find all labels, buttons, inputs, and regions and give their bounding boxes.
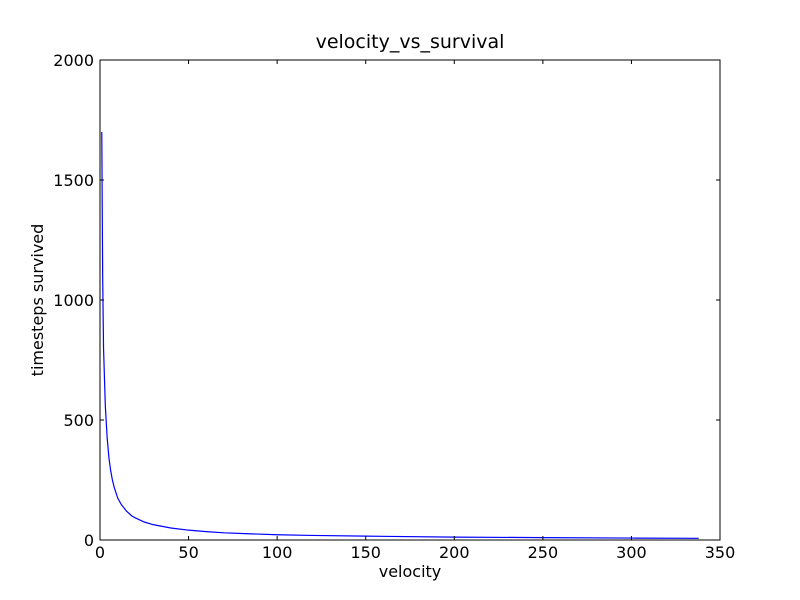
x-tick-label: 150 bbox=[350, 543, 381, 562]
y-tick-label: 0 bbox=[84, 531, 94, 550]
x-axis-label: velocity bbox=[379, 562, 442, 581]
x-tick-label: 0 bbox=[95, 543, 105, 562]
series-layer bbox=[101, 131, 699, 539]
chart-title: velocity_vs_survival bbox=[316, 31, 505, 53]
x-tick-label: 50 bbox=[178, 543, 198, 562]
y-axis-label: timesteps survived bbox=[28, 224, 47, 377]
y-tick-label: 500 bbox=[63, 411, 94, 430]
y-tick-label: 2000 bbox=[53, 51, 94, 70]
x-tick-label: 250 bbox=[528, 543, 559, 562]
series-line bbox=[101, 131, 699, 539]
x-tick-label: 200 bbox=[439, 543, 470, 562]
plot-area bbox=[100, 60, 720, 540]
x-tick-label: 100 bbox=[262, 543, 293, 562]
y-tick-label: 1500 bbox=[53, 171, 94, 190]
plot-frame bbox=[99, 59, 721, 541]
x-tick-label: 350 bbox=[705, 543, 736, 562]
y-tick-label: 1000 bbox=[53, 291, 94, 310]
x-tick-label: 300 bbox=[616, 543, 647, 562]
ticks-layer: 0 50 100 150 200 250 300 350 0 500 1000 1500 2000 bbox=[53, 51, 735, 562]
